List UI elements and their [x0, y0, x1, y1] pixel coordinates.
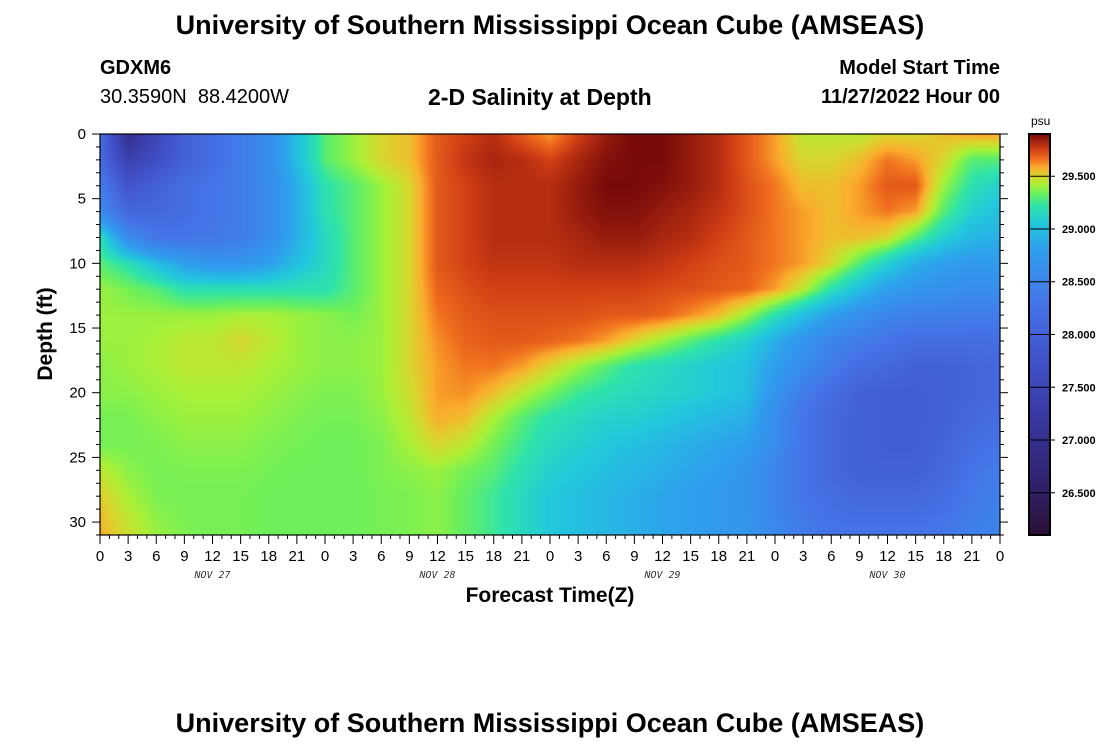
x-tick-label: 0	[546, 548, 554, 565]
x-tick-label: 21	[289, 548, 306, 565]
x-tick-label: 15	[682, 548, 699, 565]
footer-title: University of Southern Mississippi Ocean…	[175, 708, 925, 738]
x-tick-label: 18	[935, 548, 952, 565]
colorbar-tick-label: 26.500	[1062, 488, 1096, 500]
x-tick-label: 9	[630, 548, 638, 565]
x-tick-label: 6	[827, 548, 835, 565]
day-label: NOV 30	[868, 570, 905, 581]
x-tick-label: 6	[377, 548, 385, 565]
page-title: University of Southern Mississippi Ocean…	[175, 10, 925, 40]
day-label: NOV 28	[418, 570, 455, 581]
colorbar-tick-label: 29.000	[1062, 224, 1096, 236]
colorbar-tick-label: 29.500	[1062, 171, 1096, 183]
y-tick-label: 5	[78, 191, 86, 208]
colorbar-tick-label: 27.500	[1062, 382, 1096, 394]
x-tick-label: 18	[710, 548, 727, 565]
day-label: NOV 29	[643, 570, 680, 581]
colorbar-tick-label: 28.500	[1062, 277, 1096, 289]
x-tick-label: 21	[739, 548, 756, 565]
x-axis-label: Forecast Time(Z)	[465, 584, 635, 607]
model-start-label: Model Start Time	[839, 57, 1000, 79]
x-tick-label: 9	[855, 548, 863, 565]
x-tick-label: 21	[514, 548, 531, 565]
station-id: GDXM6	[100, 57, 172, 79]
x-tick-label: 0	[996, 548, 1004, 565]
x-tick-label: 0	[96, 548, 104, 565]
x-tick-label: 15	[232, 548, 249, 565]
x-tick-label: 18	[485, 548, 502, 565]
y-tick-label: 0	[78, 126, 86, 143]
x-tick-label: 9	[180, 548, 188, 565]
x-tick-label: 12	[654, 548, 671, 565]
x-tick-label: 12	[429, 548, 446, 565]
x-tick-label: 21	[964, 548, 981, 565]
x-tick-label: 3	[349, 548, 357, 565]
x-tick-label: 3	[574, 548, 582, 565]
y-tick-label: 25	[69, 449, 86, 466]
day-labels: NOV 27 NOV 28 NOV 29 NOV 30	[193, 570, 905, 581]
chart-subtitle: 2-D Salinity at Depth	[428, 84, 652, 110]
colorbar-tick-label: 27.000	[1062, 435, 1096, 447]
x-tick-label: 0	[771, 548, 779, 565]
colorbar-tick-label: 28.000	[1062, 330, 1096, 342]
day-label: NOV 27	[193, 570, 230, 581]
x-tick-label: 12	[204, 548, 221, 565]
x-tick-label: 3	[799, 548, 807, 565]
x-tick-label: 3	[124, 548, 132, 565]
x-tick-label: 15	[457, 548, 474, 565]
salinity-heatmap	[100, 134, 1000, 535]
x-tick-label: 9	[405, 548, 413, 565]
y-axis-label: Depth (ft)	[34, 287, 57, 381]
y-tick-label: 15	[69, 320, 86, 337]
station-coordinates: 30.3590N 88.4200W	[100, 86, 290, 108]
x-tick-label: 15	[907, 548, 924, 565]
x-tick-label: 0	[321, 548, 329, 565]
x-tick-label: 18	[260, 548, 277, 565]
x-tick-label: 6	[152, 548, 160, 565]
y-tick-label: 10	[69, 255, 86, 272]
x-axis: 0 3 6 9 12 15 18 21 0 3 6 9 12 15 18 21 0 3 6 9 12 15 18 21 0 3 6 9…	[96, 535, 1004, 565]
y-tick-label: 30	[69, 514, 86, 531]
colorbar-unit: psu	[1031, 114, 1050, 128]
x-tick-label: 12	[879, 548, 896, 565]
y-tick-label: 20	[69, 385, 86, 402]
colorbar-ticks: 29.500 29.000 28.500 28.000 27.500 27.000 26.5…	[1029, 171, 1096, 500]
x-tick-label: 6	[602, 548, 610, 565]
model-start-value: 11/27/2022 Hour 00	[820, 86, 1000, 108]
y-axis: 0 5 10 15 20 25 30	[69, 126, 1008, 536]
